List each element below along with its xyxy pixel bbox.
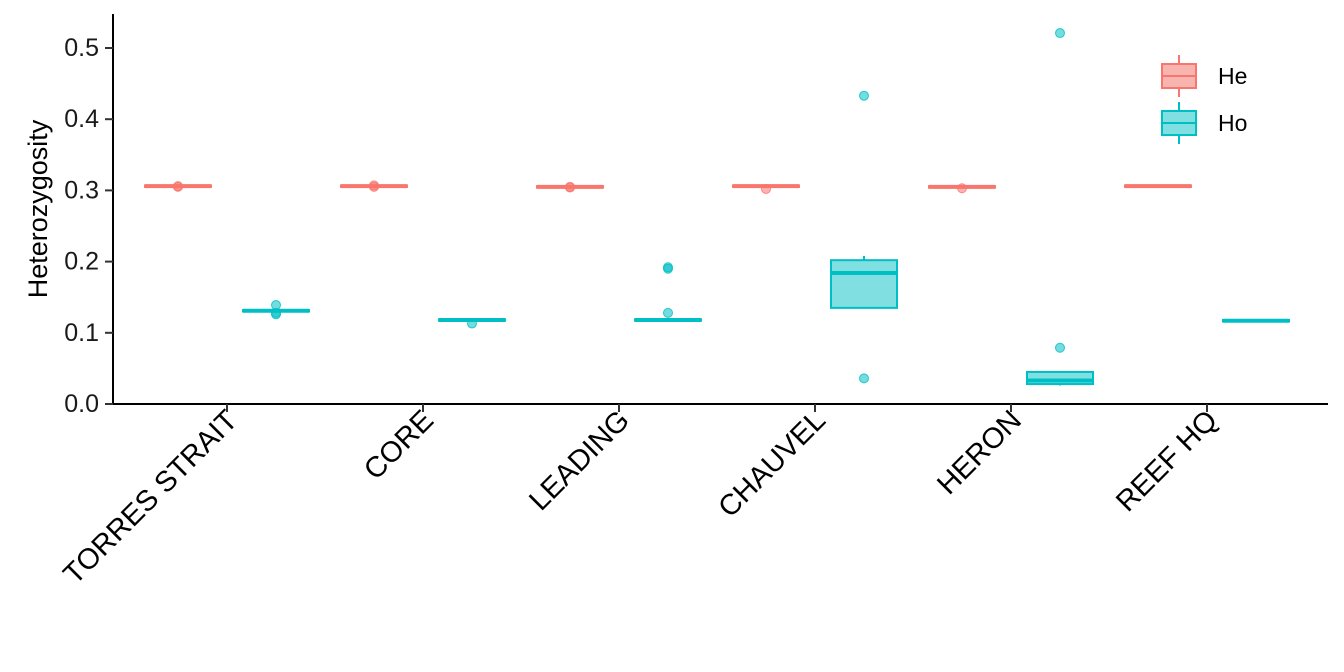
box-ho bbox=[1026, 28, 1094, 386]
box-he bbox=[144, 181, 212, 192]
outlier-point bbox=[467, 318, 477, 329]
x-ticks: TORRES STRAIT CORE LEADING CHAUVEL HERON REEF… bbox=[58, 404, 1224, 591]
x-tick-label: REEF HQ bbox=[1110, 404, 1224, 518]
x-tick-label: CORE bbox=[358, 404, 440, 486]
y-tick-label: 0.1 bbox=[64, 319, 99, 347]
x-tick-label: TORRES STRAIT bbox=[58, 404, 245, 591]
y-tick-label: 0.0 bbox=[64, 390, 99, 418]
box-he bbox=[1124, 184, 1192, 189]
y-tick-label: 0.2 bbox=[64, 248, 99, 276]
outlier-point bbox=[173, 181, 183, 192]
x-tick-label: CHAUVEL bbox=[712, 404, 832, 524]
outlier-point bbox=[957, 183, 967, 194]
outlier-point bbox=[663, 262, 673, 273]
y-ticks: 0.0 0.1 0.2 0.3 0.4 0.5 bbox=[64, 34, 113, 418]
outlier-point bbox=[1055, 342, 1065, 353]
y-tick-label: 0.5 bbox=[64, 34, 99, 62]
box-ho bbox=[242, 300, 310, 320]
box-he bbox=[536, 181, 604, 193]
y-tick-label: 0.3 bbox=[64, 176, 99, 204]
axes-layer: 0.0 0.1 0.2 0.3 0.4 0.5 TORRES STRAIT CORE LEAD… bbox=[23, 14, 1328, 591]
box-ho bbox=[830, 90, 898, 384]
legend-item-he: He bbox=[1161, 55, 1247, 97]
box-ho bbox=[438, 317, 506, 329]
legend-label: Ho bbox=[1218, 110, 1247, 136]
y-axis-title: Heterozygosity bbox=[23, 119, 53, 298]
box-ho bbox=[1222, 318, 1290, 323]
x-tick-label: LEADING bbox=[523, 404, 636, 517]
legend-label: He bbox=[1218, 63, 1247, 89]
x-tick-label: HERON bbox=[931, 404, 1028, 501]
outlier-point bbox=[1055, 28, 1065, 39]
outlier-point bbox=[859, 90, 869, 101]
box-he bbox=[340, 180, 408, 192]
outlier-point bbox=[565, 181, 575, 192]
outlier-point bbox=[761, 183, 771, 194]
outlier-point bbox=[369, 180, 379, 191]
outlier-point bbox=[859, 373, 869, 384]
legend-item-ho: Ho bbox=[1161, 102, 1247, 144]
outlier-point bbox=[663, 307, 673, 318]
y-tick-label: 0.4 bbox=[64, 105, 99, 133]
outlier-point bbox=[271, 307, 281, 318]
box-body bbox=[830, 259, 898, 309]
boxes-layer bbox=[144, 28, 1290, 386]
box-he bbox=[928, 183, 996, 194]
box-he bbox=[732, 183, 800, 194]
legend: He Ho bbox=[1161, 55, 1247, 144]
box-ho bbox=[634, 262, 702, 322]
